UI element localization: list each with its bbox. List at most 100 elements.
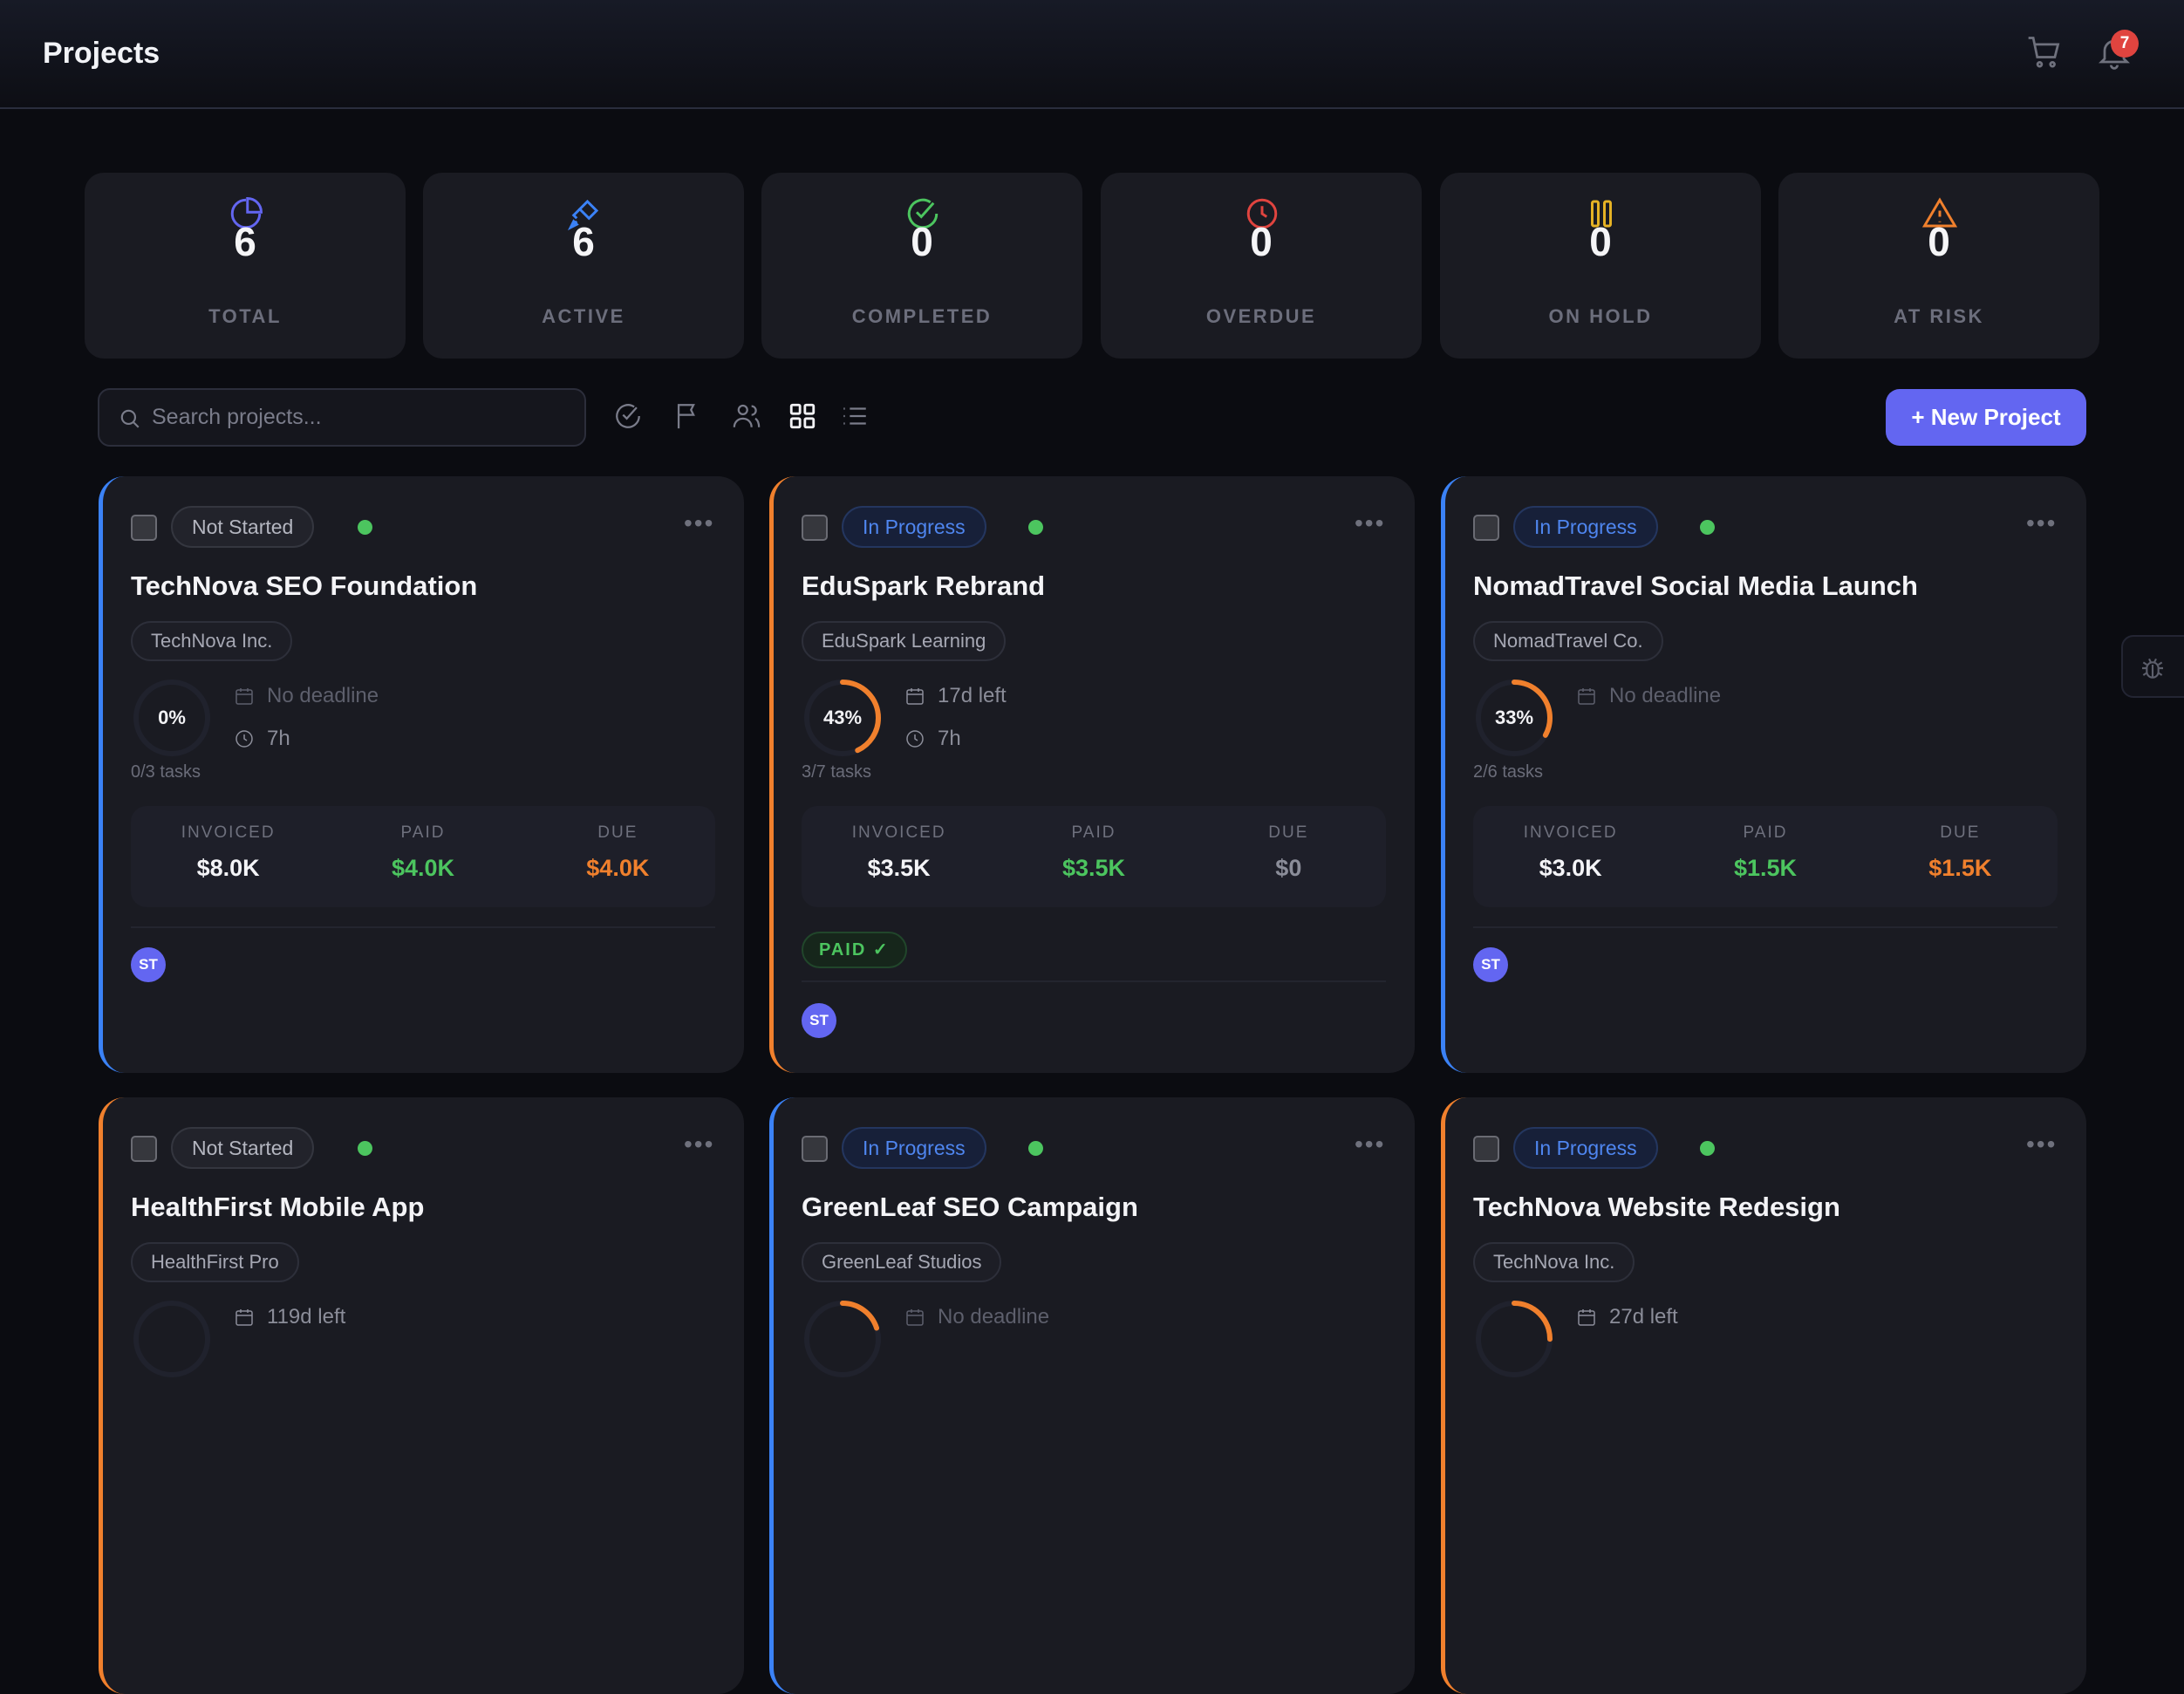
invoiced-label: INVOICED (851, 823, 946, 842)
paid-label: PAID (1743, 823, 1788, 842)
project-title[interactable]: EduSpark Rebrand (802, 570, 1046, 601)
avatar[interactable]: ST (131, 947, 166, 982)
due-label: DUE (597, 823, 638, 842)
project-title[interactable]: TechNova SEO Foundation (131, 570, 478, 601)
stat-card-on-hold[interactable]: 0 ON HOLD (1440, 173, 1761, 359)
task-count: 2/6 tasks (1473, 762, 1544, 782)
status-badge: In Progress (842, 1127, 986, 1169)
progress-percent: 43% (822, 707, 863, 728)
progress-percent: 33% (1494, 707, 1534, 728)
hours: 7h (234, 727, 290, 751)
calendar-icon (906, 688, 924, 705)
clock-icon (906, 730, 924, 748)
stat-value: 0 (1250, 219, 1273, 264)
search-input[interactable] (152, 390, 570, 445)
due-value: $1.5K (1928, 855, 1992, 881)
stat-label: AT RISK (1894, 305, 1984, 327)
project-card[interactable]: In Progress ••• TechNova Website Redesig… (1441, 1097, 2086, 1694)
cart-icon[interactable] (2025, 33, 2064, 72)
invoiced-value: $3.5K (867, 855, 931, 881)
hours-text: 7h (938, 727, 961, 750)
client-tag[interactable]: EduSpark Learning (802, 621, 1007, 661)
project-title[interactable]: HealthFirst Mobile App (131, 1192, 425, 1222)
stat-label: OVERDUE (1205, 305, 1317, 327)
client-tag[interactable]: TechNova Inc. (131, 621, 293, 661)
invoiced-label: INVOICED (181, 823, 276, 842)
client-tag[interactable]: HealthFirst Pro (131, 1242, 299, 1282)
team-filter-icon[interactable] (732, 401, 761, 431)
check-circle-icon (907, 198, 938, 229)
more-options-button[interactable]: ••• (1355, 509, 1386, 536)
stat-label: ACTIVE (542, 305, 625, 327)
avatar[interactable]: ST (802, 1003, 836, 1038)
more-options-button[interactable]: ••• (1355, 1130, 1386, 1158)
client-tag[interactable]: GreenLeaf Studios (802, 1242, 1002, 1282)
select-checkbox[interactable] (802, 515, 828, 541)
paid-value: $4.0K (391, 855, 455, 881)
project-title[interactable]: GreenLeaf SEO Campaign (802, 1192, 1138, 1222)
more-options-button[interactable]: ••• (2026, 509, 2058, 536)
stat-card-active[interactable]: 6 ACTIVE (423, 173, 744, 359)
progress-percent: 0% (158, 707, 186, 728)
progress-ring (133, 680, 210, 756)
project-title[interactable]: TechNova Website Redesign (1473, 1192, 1840, 1222)
stat-label: TOTAL (208, 305, 282, 327)
divider (802, 980, 1386, 982)
select-checkbox[interactable] (1473, 1136, 1499, 1162)
due-value: $4.0K (586, 855, 650, 881)
health-dot (358, 1141, 372, 1156)
notification-badge: 7 (2111, 30, 2139, 58)
stat-card-overdue[interactable]: 0 OVERDUE (1101, 173, 1422, 359)
calendar-icon (1578, 1309, 1595, 1326)
due-value: $0 (1275, 855, 1302, 881)
search-box[interactable] (98, 388, 586, 447)
project-title[interactable]: NomadTravel Social Media Launch (1473, 570, 1918, 601)
progress-ring (1476, 680, 1553, 756)
select-checkbox[interactable] (131, 1136, 157, 1162)
project-card[interactable]: Not Started ••• TechNova SEO Foundation … (99, 476, 744, 1073)
status-badge: In Progress (842, 506, 986, 548)
deadline-text: No deadline (1609, 684, 1722, 707)
more-options-button[interactable]: ••• (684, 1130, 715, 1158)
client-tag[interactable]: NomadTravel Co. (1473, 621, 1663, 661)
project-card[interactable]: In Progress ••• NomadTravel Social Media… (1441, 476, 2086, 1073)
status-filter-icon[interactable] (613, 401, 643, 431)
list-view-icon[interactable] (840, 401, 870, 431)
more-options-button[interactable]: ••• (2026, 1130, 2058, 1158)
stat-value: 0 (1589, 219, 1612, 264)
stat-card-at-risk[interactable]: 0 AT RISK (1778, 173, 2099, 359)
due-label: DUE (1268, 823, 1309, 842)
select-checkbox[interactable] (1473, 515, 1499, 541)
more-options-button[interactable]: ••• (684, 509, 715, 536)
debug-button[interactable] (2121, 635, 2184, 698)
stat-value: 6 (234, 219, 256, 264)
flag-filter-icon[interactable] (672, 401, 702, 431)
select-checkbox[interactable] (131, 515, 157, 541)
client-tag[interactable]: TechNova Inc. (1473, 1242, 1635, 1282)
paid-label: PAID (1071, 823, 1116, 842)
invoiced-value: $3.0K (1539, 855, 1602, 881)
calendar-icon (906, 1309, 924, 1326)
new-project-button[interactable]: + New Project (1886, 389, 2086, 446)
progress-ring (804, 1301, 881, 1377)
invoiced-label: INVOICED (1523, 823, 1618, 842)
paid-value: $1.5K (1733, 855, 1798, 881)
clock-icon (235, 730, 253, 748)
divider (1473, 926, 2058, 928)
stat-label: ON HOLD (1548, 305, 1653, 327)
project-card[interactable]: Not Started ••• HealthFirst Mobile App H… (99, 1097, 744, 1694)
project-card[interactable]: In Progress ••• GreenLeaf SEO Campaign G… (769, 1097, 1415, 1694)
stat-value: 6 (572, 219, 595, 264)
project-card[interactable]: In Progress ••• EduSpark Rebrand EduSpar… (769, 476, 1415, 1073)
status-badge: In Progress (1513, 506, 1658, 548)
task-count: 3/7 tasks (802, 762, 872, 782)
grid-view-icon[interactable] (788, 401, 817, 431)
avatar[interactable]: ST (1473, 947, 1508, 982)
hours: 7h (904, 727, 961, 751)
deadline-text: 27d left (1609, 1305, 1678, 1329)
health-dot (1700, 1141, 1715, 1156)
stat-card-total[interactable]: 6 TOTAL (85, 173, 406, 359)
select-checkbox[interactable] (802, 1136, 828, 1162)
stat-card-completed[interactable]: 0 COMPLETED (761, 173, 1082, 359)
pie-chart-icon (230, 197, 263, 229)
